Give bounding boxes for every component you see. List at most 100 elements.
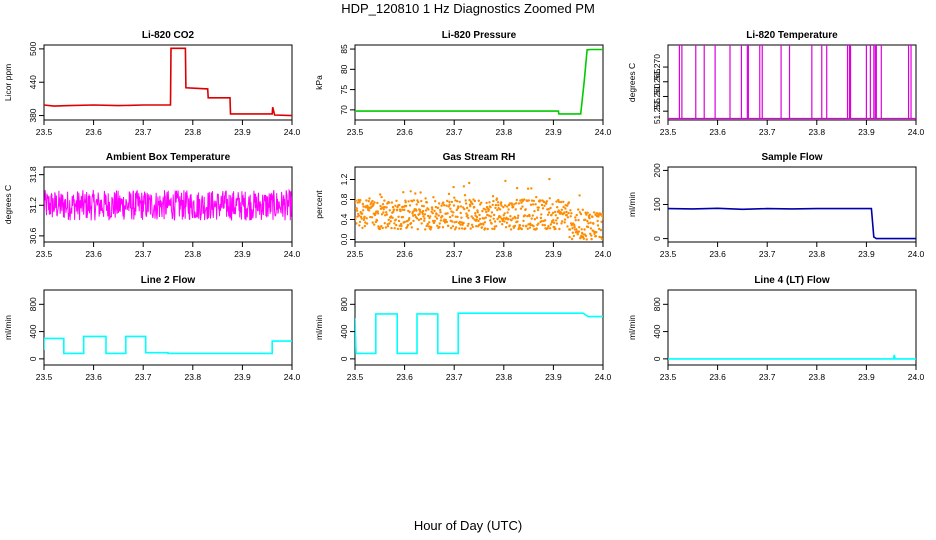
data-point	[458, 227, 461, 230]
data-point	[526, 227, 529, 230]
y-tick-label: 51.255	[652, 98, 662, 124]
data-point	[427, 208, 430, 211]
data-point	[516, 216, 519, 220]
data-point	[601, 214, 603, 218]
data-point	[430, 226, 433, 229]
data-point	[403, 220, 406, 224]
y-tick-label: 500	[28, 42, 38, 56]
x-tick-label: 23.5	[347, 127, 364, 137]
y-tick-label: 0	[652, 236, 662, 241]
data-point	[558, 227, 561, 231]
data-point	[559, 200, 563, 204]
data-point	[443, 221, 447, 224]
data-point	[355, 201, 357, 205]
data-point	[402, 191, 405, 194]
x-tick-label: 23.5	[347, 372, 364, 382]
data-point	[544, 219, 547, 222]
data-point	[490, 222, 493, 225]
data-point	[517, 214, 520, 217]
data-point	[407, 200, 410, 203]
data-point	[361, 202, 364, 206]
data-point	[555, 200, 558, 203]
data-point	[488, 201, 491, 204]
data-point	[359, 215, 363, 218]
data-point	[454, 226, 458, 229]
panel-line3: Line 3 Flow 23.5 23.6 23.7 23.8 23.9 24.0 0 400 8…	[314, 275, 612, 382]
data-point	[514, 202, 518, 205]
data-point	[387, 201, 391, 204]
y-tick-label: 380	[28, 108, 38, 122]
data-line	[355, 48, 603, 115]
data-point	[398, 203, 401, 207]
data-point	[381, 203, 385, 206]
data-point	[579, 212, 583, 216]
y-axis-label: Licor ppm	[3, 64, 13, 101]
data-point	[466, 214, 469, 217]
x-tick-label: 23.9	[545, 372, 562, 382]
data-point	[432, 196, 435, 199]
data-point	[483, 221, 487, 224]
data-point	[431, 219, 435, 223]
data-point	[492, 199, 495, 203]
data-point	[500, 201, 503, 204]
data-point	[537, 206, 540, 209]
x-tick-label: 23.9	[234, 372, 251, 382]
data-point	[540, 213, 543, 216]
data-point	[584, 211, 587, 214]
x-tick-label: 23.8	[185, 249, 202, 259]
data-point	[386, 225, 390, 228]
plot-frame	[43, 44, 293, 121]
x-tick-label: 23.9	[858, 249, 875, 259]
data-point	[502, 217, 506, 220]
data-point	[515, 186, 519, 190]
data-point	[451, 225, 455, 228]
data-point	[571, 227, 574, 230]
data-point	[477, 219, 480, 223]
data-point	[388, 222, 391, 225]
x-tick-label: 23.8	[496, 249, 513, 259]
data-point	[479, 203, 482, 206]
y-axis-label: ml/min	[627, 192, 637, 217]
data-point	[539, 216, 543, 220]
data-point	[434, 200, 437, 203]
y-tick-label: 31.8	[28, 166, 38, 183]
data-point	[599, 228, 603, 232]
data-point	[565, 213, 568, 217]
data-point	[587, 222, 590, 225]
data-point	[554, 214, 557, 217]
data-point	[585, 213, 588, 216]
data-point	[548, 197, 551, 200]
data-point	[554, 227, 557, 231]
data-point	[495, 225, 498, 228]
data-point	[410, 226, 413, 229]
data-point	[531, 214, 534, 217]
series-ambient	[44, 188, 292, 221]
data-point	[429, 215, 432, 218]
data-point	[403, 208, 406, 212]
data-point	[468, 181, 471, 185]
figure-title: HDP_120810 1 Hz Diagnostics Zoomed PM	[341, 1, 595, 16]
data-point	[526, 187, 530, 190]
data-point	[584, 234, 588, 238]
data-point	[496, 201, 500, 204]
data-point	[568, 228, 572, 231]
data-point	[421, 212, 424, 216]
y-tick-label: 200	[652, 163, 662, 177]
data-point	[415, 217, 419, 220]
y-tick-label: 0.4	[339, 213, 349, 225]
data-point	[480, 201, 483, 204]
data-point	[470, 215, 473, 218]
data-point	[583, 228, 586, 231]
data-point	[365, 217, 368, 220]
data-point	[460, 216, 463, 219]
data-point	[423, 217, 426, 220]
data-point	[514, 217, 517, 220]
data-point	[571, 231, 574, 234]
data-point	[530, 187, 533, 190]
data-point	[458, 220, 462, 224]
data-point	[586, 225, 590, 229]
data-point	[525, 224, 528, 227]
data-point	[358, 220, 362, 224]
x-tick-label: 23.6	[709, 372, 726, 382]
data-point	[487, 214, 491, 217]
